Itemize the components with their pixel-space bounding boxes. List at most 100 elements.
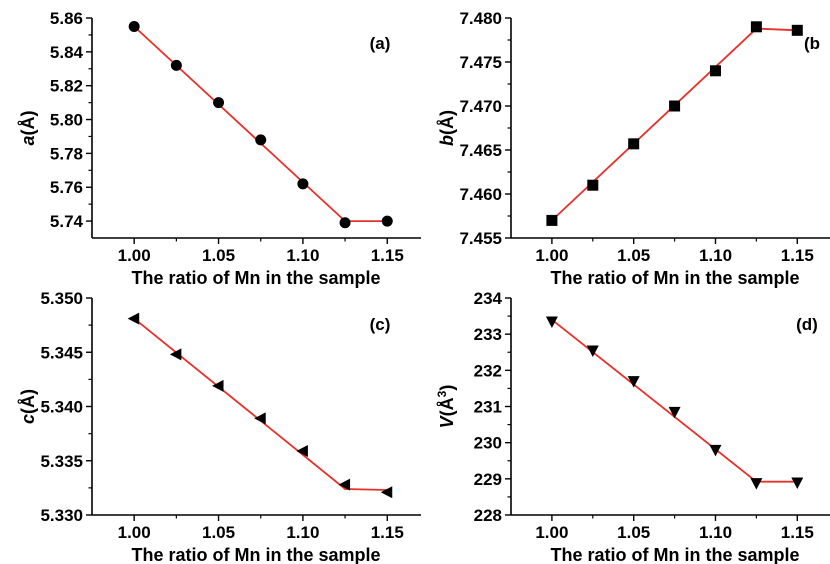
y-tick-label: 7.455: [459, 229, 502, 248]
panel-b: 7.455 7.460 7.465 7.470 7.475 7.480 1.00 1.05 1.…: [437, 9, 830, 288]
y-axis-variable: b: [437, 135, 457, 146]
data-point: [296, 444, 308, 457]
y-axis-title: a(Å): [18, 110, 38, 145]
fit-line: [551, 318, 798, 483]
y-axis-unit: (Å): [18, 389, 38, 414]
panel-label: (a): [370, 34, 391, 53]
y-tick-label: 7.470: [459, 97, 502, 116]
y-axis-unit: (Å): [437, 110, 457, 135]
y-tick-label: 5.78: [50, 144, 83, 163]
y-axis-title: c(Å): [18, 389, 38, 424]
data-point: [627, 376, 640, 388]
y-axis-variable: a: [18, 135, 38, 145]
data-point: [545, 316, 558, 329]
x-tick-label: 1.10: [286, 246, 319, 265]
x-axis-title: The ratio of Mn in the sample: [131, 545, 380, 564]
x-tick-label: 1.15: [781, 523, 814, 542]
y-axis-title: V(Å3): [435, 385, 457, 429]
y-tick-label: 5.340: [40, 398, 83, 417]
x-axis-title: The ratio of Mn in the sample: [550, 545, 799, 564]
x-tick-label: 1.15: [781, 246, 814, 265]
data-point: [750, 478, 763, 490]
panel-label: (c): [370, 315, 391, 334]
panel-label: (b: [804, 34, 820, 53]
data-point: [127, 312, 140, 325]
x-tick-label: 1.15: [371, 523, 404, 542]
y-axis-title: b(Å): [437, 110, 457, 146]
y-tick-label: 230: [474, 434, 502, 453]
x-tick-label: 1.00: [118, 246, 151, 265]
data-point: [709, 65, 721, 77]
data-point: [128, 20, 140, 32]
data-point: [669, 100, 681, 112]
fit-line: [133, 317, 388, 491]
y-tick-label: 5.80: [50, 111, 83, 130]
data-point: [169, 348, 182, 361]
x-tick-label: 1.10: [286, 523, 319, 542]
x-tick-label: 1.00: [535, 246, 568, 265]
panel-d: 228 229 230 231 232 233 234 1.00 1.05 1.10 1.15 The…: [435, 289, 830, 564]
data-point: [213, 97, 225, 109]
y-tick-label: 7.460: [459, 185, 502, 204]
y-tick-label: 233: [474, 325, 502, 344]
y-tick-label: 7.480: [459, 9, 502, 28]
y-tick-label: 7.475: [459, 53, 502, 72]
y-axis-unit-superscript: 3: [435, 390, 449, 397]
data-point: [587, 179, 599, 191]
x-tick-label: 1.00: [535, 523, 568, 542]
x-axis-title: The ratio of Mn in the sample: [131, 268, 380, 288]
y-tick-label: 5.86: [50, 9, 83, 28]
data-point: [750, 21, 762, 33]
y-tick-label: 5.350: [40, 289, 83, 308]
x-tick-label: 1.00: [118, 523, 151, 542]
data-point: [212, 379, 224, 392]
fit-line: [551, 27, 798, 222]
x-tick-label: 1.05: [617, 246, 650, 265]
x-tick-label: 1.05: [202, 523, 235, 542]
y-axis-unit: (Å: [437, 397, 457, 416]
x-axis-title: The ratio of Mn in the sample: [550, 268, 799, 288]
y-tick-label: 5.84: [50, 43, 84, 62]
panel-a: 5.74 5.76 5.78 5.80 5.82 5.84 5.86 1.00 1.05 1.10…: [18, 9, 421, 288]
x-tick-label: 1.05: [202, 246, 235, 265]
y-tick-label: 5.82: [50, 77, 83, 96]
y-tick-label: 232: [474, 361, 502, 380]
data-point: [709, 444, 722, 457]
data-point: [668, 406, 681, 419]
x-tick-label: 1.05: [617, 523, 650, 542]
panel-label: (d): [796, 315, 818, 334]
data-point: [297, 178, 309, 190]
data-point: [255, 134, 267, 146]
y-tick-label: 231: [474, 398, 502, 417]
x-tick-label: 1.10: [699, 523, 732, 542]
y-axis-variable: V: [437, 414, 457, 428]
y-tick-label: 5.345: [40, 343, 83, 362]
y-tick-label: 228: [474, 506, 502, 525]
y-tick-label: 5.74: [50, 212, 84, 231]
data-point: [380, 486, 393, 499]
data-point: [586, 345, 599, 357]
y-tick-label: 7.465: [459, 141, 502, 160]
y-axis-variable: c: [18, 414, 38, 424]
data-point: [628, 138, 640, 150]
x-tick-label: 1.15: [371, 246, 404, 265]
fit-line: [133, 25, 388, 223]
y-tick-label: 5.76: [50, 178, 83, 197]
data-point: [791, 477, 804, 489]
data-point: [170, 59, 182, 71]
x-tick-label: 1.10: [699, 246, 732, 265]
y-axis-unit: (Å): [18, 110, 38, 135]
y-tick-label: 5.330: [40, 506, 83, 525]
y-tick-label: 234: [474, 289, 503, 308]
data-point: [338, 478, 351, 491]
y-axis-unit-close: ): [437, 385, 457, 391]
data-point: [254, 412, 266, 425]
data-point: [381, 215, 393, 227]
data-point: [339, 217, 351, 229]
y-tick-label: 229: [474, 470, 502, 489]
data-point: [546, 214, 558, 226]
panel-c: 5.330 5.335 5.340 5.345 5.350 1.00 1.05 1.10 1.1…: [18, 289, 421, 564]
data-point: [791, 24, 803, 36]
y-tick-label: 5.335: [40, 452, 83, 471]
